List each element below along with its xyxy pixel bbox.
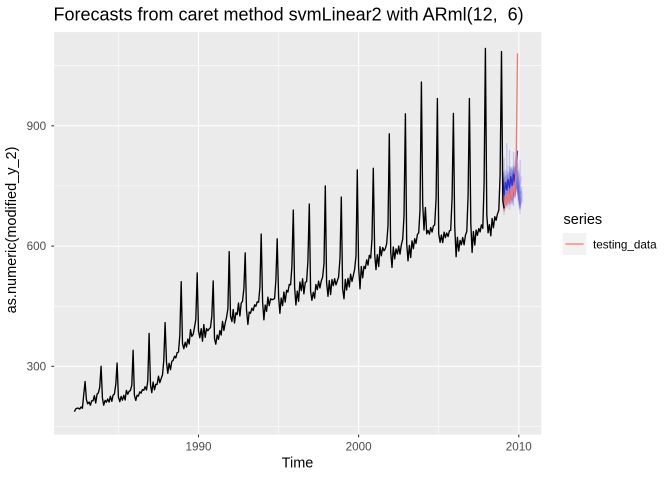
svg-text:2000: 2000 [346,441,373,454]
svg-text:Forecasts from caret method sv: Forecasts from caret method svmLinear2 w… [54,5,524,25]
svg-text:300: 300 [27,360,47,373]
svg-text:series: series [564,212,603,228]
svg-text:900: 900 [27,120,47,133]
svg-text:Time: Time [282,456,314,472]
svg-text:2010: 2010 [506,441,533,454]
svg-text:1990: 1990 [185,441,212,454]
svg-text:as.numeric(modified_y_2): as.numeric(modified_y_2) [4,147,20,314]
svg-text:600: 600 [27,240,47,253]
svg-text:testing_data: testing_data [593,239,657,252]
